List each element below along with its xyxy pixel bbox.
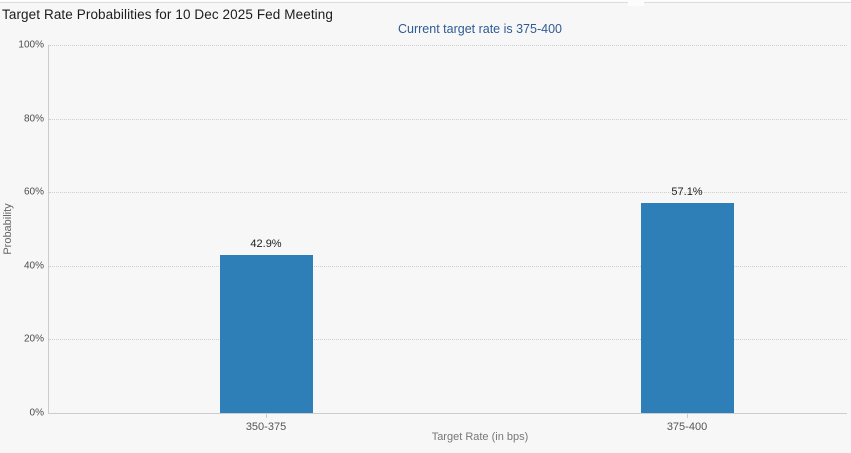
chart-subtitle: Current target rate is 375-400 <box>398 22 562 36</box>
probability-bar-350-375[interactable] <box>219 255 313 413</box>
y-axis-tick-labels: 0% 20% 40% 60% 80% 100% <box>0 40 44 419</box>
y-tick-label: 60% <box>23 186 44 198</box>
y-gridline <box>49 118 847 120</box>
y-tick-label: 40% <box>23 260 44 272</box>
bar-value-label: 42.9% <box>250 238 282 251</box>
y-gridline <box>49 192 847 194</box>
y-tick-label: 100% <box>18 39 44 51</box>
bar-value-label: 57.1% <box>671 185 703 198</box>
y-axis-title: Probability <box>2 203 14 255</box>
top-strip <box>0 0 851 2</box>
y-tick-label: 20% <box>23 333 44 345</box>
x-axis-line <box>48 413 847 414</box>
y-gridline <box>49 45 847 46</box>
y-tick-label: 80% <box>23 113 44 125</box>
y-tick-label: 0% <box>29 407 44 419</box>
x-tick-mark <box>687 413 688 418</box>
x-tick-mark <box>266 413 267 418</box>
y-gridline <box>49 265 847 267</box>
probability-bar-375-400[interactable] <box>640 202 734 413</box>
chart-title: Target Rate Probabilities for 10 Dec 202… <box>2 7 333 22</box>
x-tick-label: 375-400 <box>666 421 708 433</box>
x-tick-label: 350-375 <box>245 421 287 433</box>
plot-area: 42.9% 350-375 57.1% 375-400 <box>48 45 847 433</box>
top-divider-notch <box>628 2 644 6</box>
y-axis-line <box>48 45 49 413</box>
y-gridline <box>49 339 847 341</box>
x-axis-title: Target Rate (in bps) <box>431 431 529 443</box>
top-divider <box>0 2 851 6</box>
